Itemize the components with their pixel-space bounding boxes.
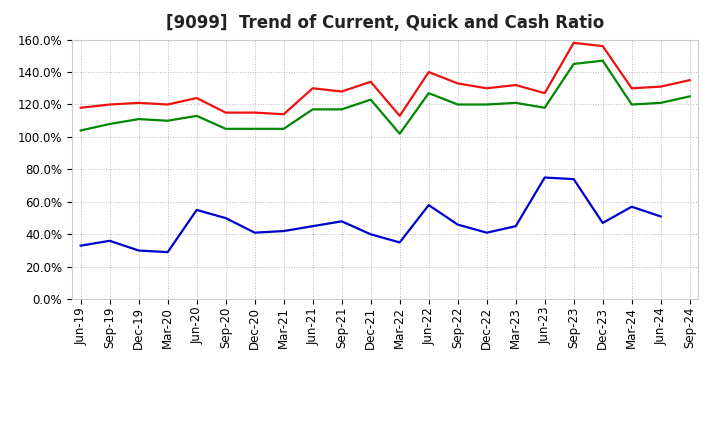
- Cash Ratio: [454, 222, 462, 227]
- Cash Ratio: [570, 176, 578, 182]
- Cash Ratio: [598, 220, 607, 226]
- Quick Ratio: [511, 100, 520, 106]
- Quick Ratio: [570, 61, 578, 66]
- Current Ratio: [192, 95, 201, 101]
- Quick Ratio: [163, 118, 172, 123]
- Quick Ratio: [135, 117, 143, 122]
- Cash Ratio: [163, 249, 172, 255]
- Quick Ratio: [395, 131, 404, 136]
- Current Ratio: [76, 105, 85, 110]
- Quick Ratio: [251, 126, 259, 132]
- Cash Ratio: [192, 207, 201, 213]
- Current Ratio: [424, 70, 433, 75]
- Current Ratio: [570, 40, 578, 45]
- Current Ratio: [627, 86, 636, 91]
- Line: Cash Ratio: Cash Ratio: [81, 177, 661, 252]
- Quick Ratio: [598, 58, 607, 63]
- Cash Ratio: [76, 243, 85, 248]
- Quick Ratio: [308, 107, 317, 112]
- Cash Ratio: [482, 230, 491, 235]
- Cash Ratio: [221, 216, 230, 221]
- Quick Ratio: [279, 126, 288, 132]
- Cash Ratio: [279, 228, 288, 234]
- Current Ratio: [135, 100, 143, 106]
- Current Ratio: [541, 91, 549, 96]
- Cash Ratio: [338, 219, 346, 224]
- Current Ratio: [251, 110, 259, 115]
- Quick Ratio: [482, 102, 491, 107]
- Cash Ratio: [251, 230, 259, 235]
- Line: Current Ratio: Current Ratio: [81, 43, 690, 116]
- Quick Ratio: [76, 128, 85, 133]
- Quick Ratio: [366, 97, 375, 102]
- Current Ratio: [221, 110, 230, 115]
- Quick Ratio: [338, 107, 346, 112]
- Cash Ratio: [511, 224, 520, 229]
- Current Ratio: [395, 113, 404, 118]
- Current Ratio: [163, 102, 172, 107]
- Quick Ratio: [221, 126, 230, 132]
- Current Ratio: [482, 86, 491, 91]
- Current Ratio: [338, 89, 346, 94]
- Cash Ratio: [541, 175, 549, 180]
- Cash Ratio: [424, 202, 433, 208]
- Cash Ratio: [627, 204, 636, 209]
- Quick Ratio: [657, 100, 665, 106]
- Quick Ratio: [627, 102, 636, 107]
- Current Ratio: [308, 86, 317, 91]
- Line: Quick Ratio: Quick Ratio: [81, 61, 690, 134]
- Cash Ratio: [105, 238, 114, 243]
- Current Ratio: [598, 44, 607, 49]
- Current Ratio: [454, 81, 462, 86]
- Current Ratio: [279, 112, 288, 117]
- Quick Ratio: [105, 121, 114, 127]
- Current Ratio: [366, 79, 375, 84]
- Title: [9099]  Trend of Current, Quick and Cash Ratio: [9099] Trend of Current, Quick and Cash …: [166, 15, 604, 33]
- Current Ratio: [657, 84, 665, 89]
- Cash Ratio: [395, 240, 404, 245]
- Current Ratio: [105, 102, 114, 107]
- Cash Ratio: [135, 248, 143, 253]
- Cash Ratio: [657, 214, 665, 219]
- Cash Ratio: [366, 231, 375, 237]
- Quick Ratio: [424, 91, 433, 96]
- Quick Ratio: [685, 94, 694, 99]
- Quick Ratio: [192, 113, 201, 118]
- Cash Ratio: [308, 224, 317, 229]
- Current Ratio: [685, 77, 694, 83]
- Quick Ratio: [541, 105, 549, 110]
- Current Ratio: [511, 82, 520, 88]
- Quick Ratio: [454, 102, 462, 107]
